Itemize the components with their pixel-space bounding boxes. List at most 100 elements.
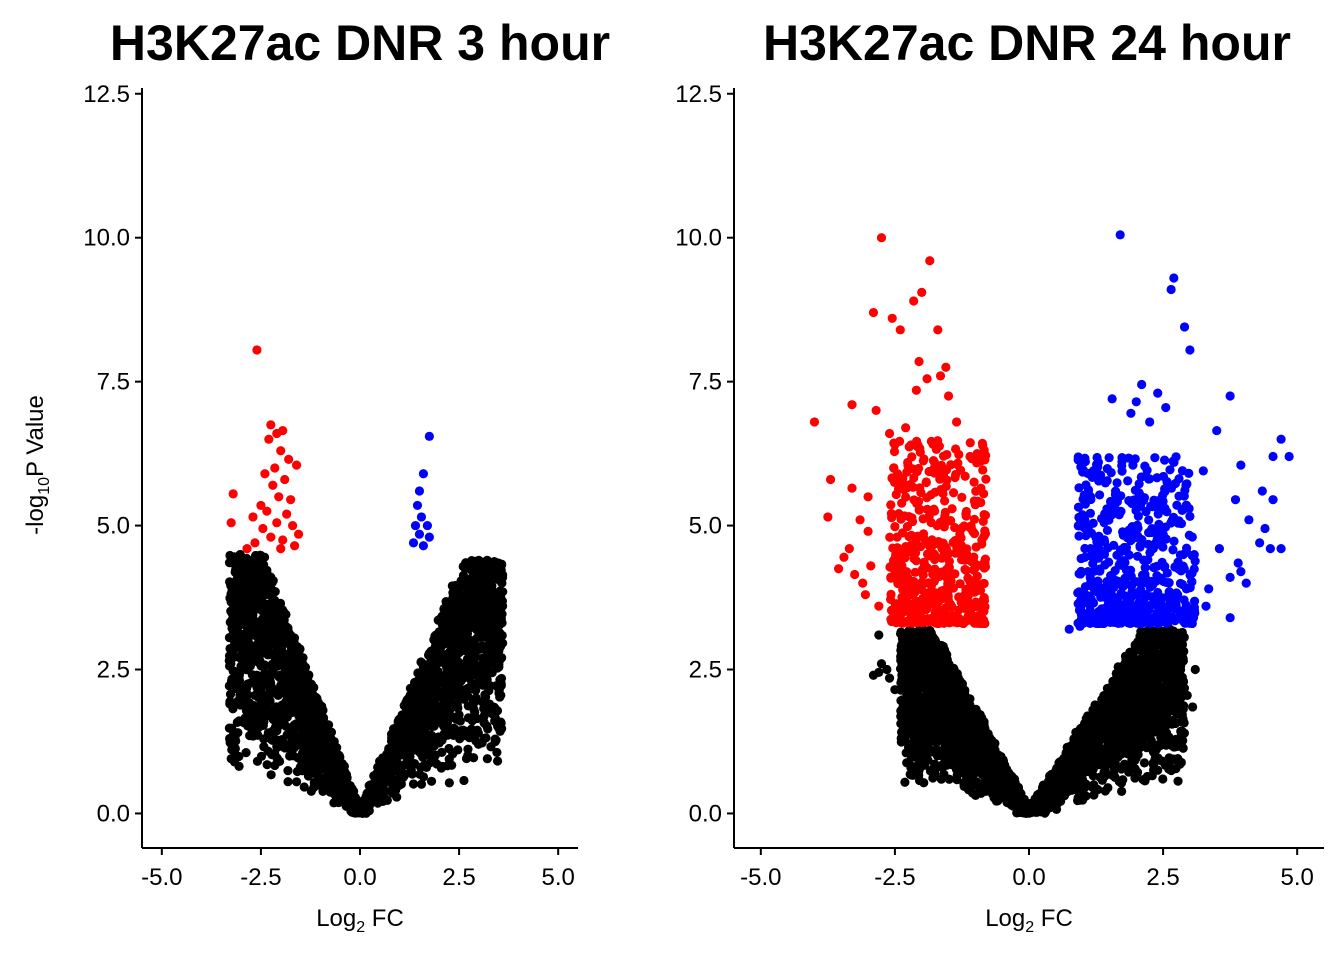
ns-point <box>1138 774 1148 785</box>
ns-point <box>420 724 430 734</box>
ns-point <box>498 587 508 597</box>
ns-point <box>248 610 258 620</box>
down-point <box>250 538 260 548</box>
ns-point <box>266 575 276 585</box>
ns-point <box>451 672 461 682</box>
ns-point <box>266 770 276 780</box>
ns-point <box>225 643 235 654</box>
ns-point <box>246 630 256 640</box>
ns-point <box>389 750 400 760</box>
ns-point <box>444 598 455 609</box>
ns-point <box>1173 776 1183 786</box>
ns-point <box>361 808 371 818</box>
ns-point <box>466 622 476 632</box>
ns-point <box>250 690 260 701</box>
down-point <box>258 523 268 534</box>
up-point <box>416 512 427 522</box>
ns-point <box>313 765 323 776</box>
down-point <box>293 529 304 539</box>
ns-point <box>444 634 454 644</box>
ns-point <box>484 685 494 696</box>
y-tick-label: 0.0 <box>97 800 130 827</box>
y-tick-label: 5.0 <box>97 513 130 540</box>
ns-point <box>366 786 376 796</box>
down-point <box>266 420 276 430</box>
ns-point <box>458 690 468 701</box>
ns-point <box>271 702 281 712</box>
ns-point <box>306 728 316 738</box>
panel-24-hour: H3K27ac DNR 24 hour Log2 FC -5.0 -2.5 0.0 2… <box>675 15 1324 936</box>
ns-point <box>322 747 332 757</box>
ns-point <box>399 749 409 759</box>
ns-point <box>477 738 487 748</box>
ns-point <box>297 766 307 776</box>
ns-point <box>492 573 502 583</box>
ns-point <box>225 738 235 748</box>
ns-point <box>252 670 262 680</box>
ns-point <box>258 560 268 570</box>
ns-point <box>264 584 274 594</box>
ns-point <box>494 685 504 695</box>
ns-point <box>496 600 506 610</box>
x-tick-label: 0.0 <box>1012 864 1045 891</box>
ns-point <box>430 682 440 692</box>
down-point <box>286 495 296 505</box>
ns-point <box>259 675 269 686</box>
ns-point <box>312 776 322 786</box>
ns-point <box>418 673 429 683</box>
x-tick-label: -2.5 <box>240 864 281 891</box>
ns-point <box>466 573 476 583</box>
ns-point <box>469 611 479 621</box>
ns-point <box>461 608 471 619</box>
ns-point <box>362 798 372 808</box>
ns-point <box>482 754 492 764</box>
ns-point <box>497 630 507 641</box>
up-point <box>422 520 432 531</box>
chart-title: H3K27ac DNR 24 hour <box>763 15 1291 71</box>
ns-point <box>423 650 434 660</box>
ns-point <box>437 747 447 757</box>
ns-point <box>286 646 296 656</box>
ns-point-cloud <box>224 549 508 818</box>
ns-point <box>387 735 397 745</box>
up-point <box>410 520 421 531</box>
ns-point <box>410 677 420 687</box>
ns-point <box>469 698 479 708</box>
ns-point <box>300 741 310 751</box>
ns-point <box>309 738 319 749</box>
ns-point <box>420 696 430 707</box>
up-point <box>418 469 429 479</box>
ns-point <box>252 587 262 597</box>
ns-point <box>466 724 477 734</box>
ns-point <box>275 599 285 609</box>
ns-point <box>255 603 265 613</box>
down-point <box>252 345 262 355</box>
ns-point <box>301 756 311 766</box>
ns-point <box>439 604 449 614</box>
panel-3-hour: H3K27ac DNR 3 hour -log10P Value Log2 FC… <box>22 15 610 936</box>
ns-point <box>299 689 310 699</box>
ns-point <box>328 774 338 784</box>
ns-point <box>299 715 309 725</box>
ns-point <box>302 674 313 684</box>
up-point <box>412 500 423 511</box>
ns-point <box>244 659 254 669</box>
ns-point <box>463 744 473 754</box>
ns-point <box>262 760 272 770</box>
ns-point <box>292 642 302 652</box>
ns-point <box>234 751 244 762</box>
down-point <box>276 544 286 554</box>
ns-point <box>900 777 910 787</box>
ns-point <box>224 723 235 733</box>
ns-point <box>233 682 243 692</box>
down-point <box>226 518 236 528</box>
ns-point <box>298 700 308 711</box>
x-tick-label: 2.5 <box>1146 864 1179 891</box>
down-point <box>248 512 258 522</box>
ns-point <box>461 753 472 764</box>
ns-point <box>406 764 416 775</box>
ns-point <box>429 690 439 701</box>
ns-point <box>405 713 416 723</box>
down-point <box>270 463 280 473</box>
ns-point <box>492 747 502 758</box>
